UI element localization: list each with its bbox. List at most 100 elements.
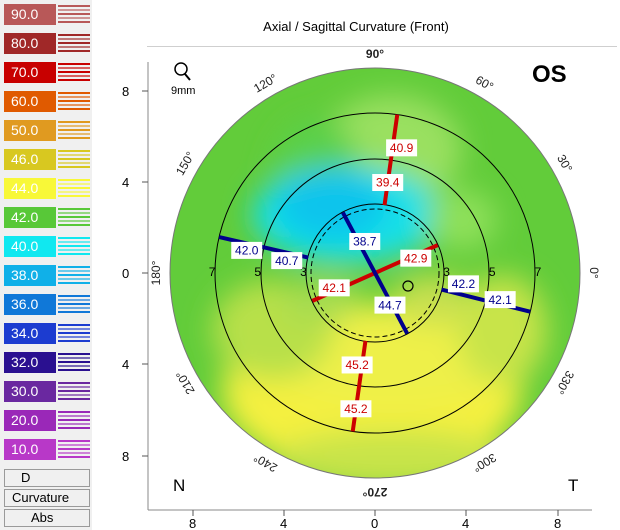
- nasal-label: N: [173, 476, 185, 495]
- scale-step-value: 70.0: [4, 62, 56, 83]
- angle-label: 270°: [362, 485, 387, 499]
- scale-step-bars: [58, 382, 90, 402]
- scale-step: 32.0: [4, 352, 90, 373]
- k-value: 42.2: [452, 277, 476, 291]
- k-value-box: [341, 356, 373, 374]
- scale-step-value: 30.0: [4, 381, 56, 402]
- scale-step-value: 44.0: [4, 178, 56, 199]
- scale-step-bars: [58, 237, 90, 257]
- scale-step: 90.0: [4, 4, 90, 25]
- k-value: 40.9: [390, 141, 414, 155]
- y-axis-tick-label: 4: [122, 175, 129, 190]
- scale-step-bars: [58, 34, 90, 54]
- y-axis-tick-label: 0: [122, 266, 129, 281]
- angle-label: 150°: [173, 149, 198, 178]
- temporal-label: T: [568, 476, 578, 495]
- scale-step: 70.0: [4, 62, 90, 83]
- k-value-box: [447, 275, 479, 293]
- zoom-level-label: 9mm: [171, 85, 195, 97]
- zoom-magnifier-icon[interactable]: [174, 62, 191, 81]
- scale-mode-label[interactable]: Abs: [4, 509, 90, 527]
- scale-step-bars: [58, 121, 90, 141]
- scale-step: 10.0: [4, 439, 90, 460]
- ring-radius-label: 3: [443, 265, 450, 279]
- scale-type-label[interactable]: Curvature: [4, 489, 90, 507]
- scale-step-value: 40.0: [4, 236, 56, 257]
- k-value: 39.4: [376, 176, 400, 190]
- y-axis-tick-label: 8: [122, 449, 129, 464]
- k-value-box: [386, 139, 418, 157]
- k-value-box: [372, 173, 404, 191]
- angle-label: 120°: [251, 71, 280, 96]
- scale-step-value: 46.0: [4, 149, 56, 170]
- scale-step: 30.0: [4, 381, 90, 402]
- map-title: Axial / Sagittal Curvature (Front): [263, 19, 449, 34]
- scale-step: 44.0: [4, 178, 90, 199]
- scale-step: 80.0: [4, 33, 90, 54]
- k-value-box: [400, 249, 432, 267]
- angle-label: 180°: [149, 260, 163, 285]
- k-value-box: [484, 291, 516, 309]
- scale-step-bars: [58, 295, 90, 315]
- k-value: 42.1: [323, 281, 347, 295]
- scale-step-value: 10.0: [4, 439, 56, 460]
- scale-step-bars: [58, 63, 90, 83]
- title-divider: [147, 46, 617, 47]
- scale-step-bars: [58, 324, 90, 344]
- scale-step-bars: [58, 440, 90, 460]
- k-value-box: [374, 296, 406, 314]
- scale-step: 36.0: [4, 294, 90, 315]
- angle-label: 90°: [366, 47, 384, 61]
- x-axis-tick-label: 8: [189, 516, 196, 530]
- ring-radius-label: 3: [300, 265, 307, 279]
- scale-step-value: 20.0: [4, 410, 56, 431]
- scale-step: 50.0: [4, 120, 90, 141]
- k-value-labels: 40.9 39.4 42.9 42.1 45.2 45.2 38.7 44.7 42.0 40.7…: [231, 139, 516, 418]
- angle-label: 0°: [587, 267, 601, 279]
- scale-step-value: 90.0: [4, 4, 56, 25]
- angle-label: 30°: [554, 152, 575, 175]
- scale-step-value: 80.0: [4, 33, 56, 54]
- scale-step: 42.0: [4, 207, 90, 228]
- topography-map[interactable]: 8 4 0 4 8 8 4 0 4 8 3 5 7 3 5 7 90° 60° 30° 0° 330° 300° 270…: [92, 0, 620, 530]
- k-value: 40.7: [275, 254, 299, 268]
- axis-ticks: 8 4 0 4 8 8 4 0 4 8: [122, 84, 561, 530]
- scale-step-value: 60.0: [4, 91, 56, 112]
- scale-step: 40.0: [4, 236, 90, 257]
- ring-labels: 3 5 7 3 5 7: [209, 265, 542, 279]
- topography-map-panel: Axial / Sagittal Curvature (Front): [92, 0, 620, 530]
- k-value: 44.7: [378, 298, 402, 312]
- scale-step-bars: [58, 150, 90, 170]
- scale-unit-label: D: [4, 469, 90, 487]
- scale-step-value: 36.0: [4, 294, 56, 315]
- y-axis-tick-label: 4: [122, 357, 129, 372]
- k-value: 42.0: [235, 244, 259, 258]
- x-axis-tick-label: 4: [462, 516, 469, 530]
- k-value-box: [318, 279, 350, 297]
- scale-step: 34.0: [4, 323, 90, 344]
- k-value: 45.2: [345, 358, 369, 372]
- k-value-box: [349, 232, 381, 250]
- scale-step-bars: [58, 411, 90, 431]
- k-value: 45.2: [344, 402, 368, 416]
- angle-label: 300°: [470, 450, 499, 475]
- k-value-box: [340, 400, 372, 418]
- angle-label: 330°: [552, 368, 577, 397]
- plot-axes: [147, 62, 592, 511]
- angle-label: 210°: [173, 368, 198, 397]
- scale-step-bars: [58, 92, 90, 112]
- scale-step-bars: [58, 353, 90, 373]
- scale-step-value: 38.0: [4, 265, 56, 286]
- k-value: 42.9: [404, 251, 428, 265]
- pupil-center-marker: [402, 280, 414, 292]
- scale-step-value: 50.0: [4, 120, 56, 141]
- ring-radius-label: 5: [489, 265, 496, 279]
- x-axis-tick-label: 8: [554, 516, 561, 530]
- scale-step-value: 32.0: [4, 352, 56, 373]
- y-axis-tick-label: 8: [122, 84, 129, 99]
- scale-step: 60.0: [4, 91, 90, 112]
- scale-step: 46.0: [4, 149, 90, 170]
- scale-step: 20.0: [4, 410, 90, 431]
- scale-step-bars: [58, 208, 90, 228]
- scale-step-value: 42.0: [4, 207, 56, 228]
